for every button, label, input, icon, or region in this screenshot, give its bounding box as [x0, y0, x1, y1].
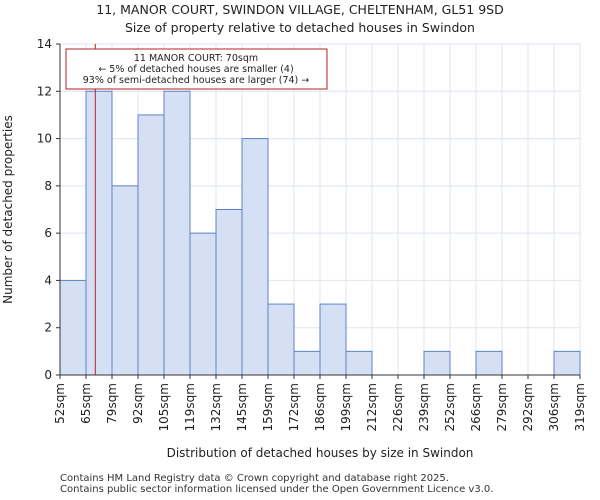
- histogram-bar: [59, 279, 87, 376]
- annotation-line-1: 11 MANOR COURT: 70sqm: [134, 53, 258, 64]
- histogram-bar: [111, 185, 139, 376]
- x-tick-label: 252sqm: [443, 383, 457, 431]
- chart-title-address: 11, MANOR COURT, SWINDON VILLAGE, CHELTE…: [96, 2, 504, 17]
- bar-layer: [59, 90, 581, 376]
- histogram-bar: [475, 350, 503, 376]
- x-tick-label: 199sqm: [339, 383, 353, 431]
- histogram-bar: [137, 114, 165, 376]
- chart-subtitle: Size of property relative to detached ho…: [125, 20, 475, 35]
- x-tick-label: 279sqm: [495, 383, 509, 431]
- x-tick-label: 132sqm: [209, 383, 223, 431]
- histogram-bar: [163, 90, 191, 376]
- histogram-bar: [319, 303, 347, 376]
- y-tick-label: 12: [37, 84, 52, 98]
- x-tick-label: 212sqm: [365, 383, 379, 431]
- histogram-bar: [189, 232, 217, 376]
- histogram-bar: [553, 350, 581, 376]
- y-tick-label: 10: [37, 132, 52, 146]
- footer-copyright: Contains HM Land Registry data © Crown c…: [60, 473, 449, 484]
- histogram-bar: [85, 90, 113, 376]
- x-tick-label: 52sqm: [53, 383, 67, 424]
- histogram-bar: [423, 350, 451, 376]
- y-tick-label: 2: [44, 321, 52, 335]
- y-tick-label: 8: [44, 179, 52, 193]
- x-tick-label: 319sqm: [573, 383, 587, 431]
- x-tick-label: 186sqm: [313, 383, 327, 431]
- annotation-frame: [65, 48, 328, 90]
- x-tick-label: 239sqm: [417, 383, 431, 431]
- x-tick-label: 172sqm: [287, 383, 301, 431]
- x-tick-label: 79sqm: [105, 383, 119, 424]
- histogram-bar: [215, 209, 243, 376]
- x-tick-label: 65sqm: [79, 383, 93, 424]
- x-axis-label: Distribution of detached houses by size …: [167, 446, 474, 460]
- y-tick-label: 4: [44, 273, 52, 287]
- x-tick-label: 159sqm: [261, 383, 275, 431]
- axis-layer: 0 2 4 6 8 10 12 14 52sqm 65sqm 79sqm 92sqm 105sqm 119…: [37, 37, 587, 431]
- annotation-line-2: ← 5% of detached houses are smaller (4): [98, 64, 293, 75]
- y-tick-label: 0: [44, 368, 52, 382]
- annotation-line-3: 93% of semi-detached houses are larger (…: [83, 75, 310, 86]
- x-tick-label: 92sqm: [131, 383, 145, 424]
- x-tick-label: 266sqm: [469, 383, 483, 431]
- x-tick-label: 145sqm: [235, 383, 249, 431]
- histogram-bar: [345, 350, 373, 376]
- x-tick-label: 226sqm: [391, 383, 405, 431]
- x-tick-label: 119sqm: [183, 383, 197, 431]
- footer-licence: Contains public sector information licen…: [60, 484, 494, 495]
- annotation-box: 11 MANOR COURT: 70sqm ← 5% of detached h…: [65, 48, 328, 90]
- y-tick-label: 6: [44, 226, 52, 240]
- histogram-bar: [267, 303, 295, 376]
- y-tick-label: 14: [37, 37, 52, 51]
- x-tick-label: 105sqm: [157, 383, 171, 431]
- x-tick-label: 292sqm: [521, 383, 535, 431]
- y-axis-label: Number of detached properties: [1, 115, 15, 304]
- histogram-bar: [293, 350, 321, 376]
- histogram-bar: [241, 138, 269, 376]
- x-tick-label: 306sqm: [547, 383, 561, 431]
